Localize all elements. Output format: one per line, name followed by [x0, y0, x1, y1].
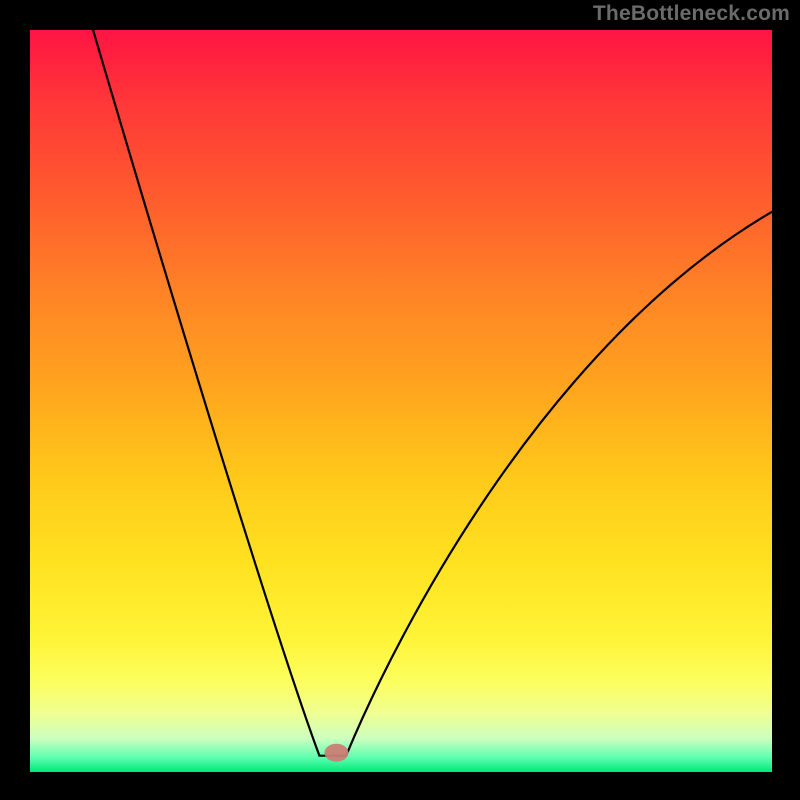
plot-area	[30, 30, 772, 772]
optimal-point-marker	[324, 744, 348, 762]
watermark-text: TheBottleneck.com	[593, 2, 790, 26]
bottleneck-chart	[0, 0, 800, 800]
